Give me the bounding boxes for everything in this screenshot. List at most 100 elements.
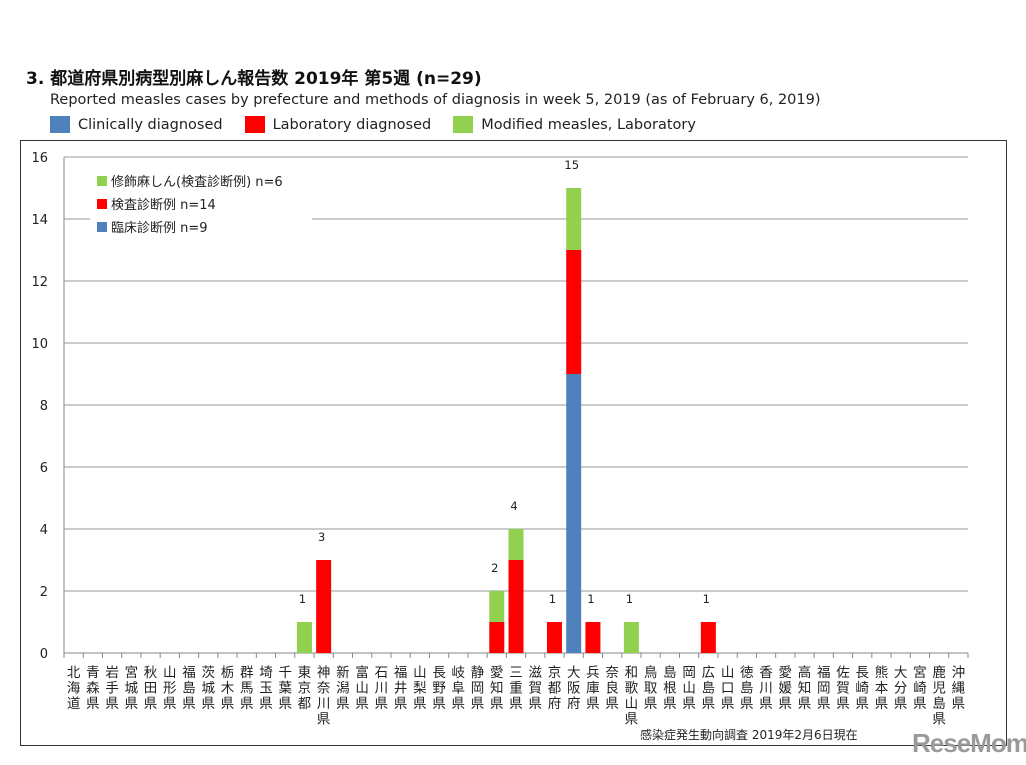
x-tick-label: 京 [298, 681, 312, 697]
x-tick-label: 島 [932, 696, 946, 712]
x-tick-label: 県 [682, 696, 696, 712]
x-tick-label: 県 [452, 696, 466, 712]
bar-segment [316, 560, 332, 653]
x-tick-label: 山 [721, 665, 735, 681]
bar-segment [566, 250, 582, 374]
x-tick-label: 北 [67, 665, 81, 681]
x-tick-label: 高 [798, 664, 812, 681]
x-tick-label: 県 [855, 696, 869, 712]
x-tick-label: 山 [413, 665, 427, 681]
x-tick-label: 県 [375, 696, 389, 712]
legend-swatch [97, 199, 107, 209]
x-tick-label: 秋 [144, 665, 158, 681]
legend-swatch [97, 222, 107, 232]
bar-segment [585, 622, 601, 653]
x-tick-label: 香 [759, 665, 773, 681]
x-tick-label: 歌 [625, 681, 639, 697]
watermark-logo: ReseMom [912, 728, 1026, 758]
x-tick-label: 川 [759, 681, 773, 697]
x-tick-label: 県 [240, 696, 254, 712]
x-tick-label: 県 [355, 696, 369, 712]
x-tick-label: 長 [432, 665, 446, 681]
top-legend: Clinically diagnosed Laboratory diagnose… [50, 116, 718, 133]
y-tick-label: 14 [31, 213, 48, 228]
y-tick-label: 10 [31, 337, 48, 352]
legend-laboratory: Laboratory diagnosed [244, 116, 432, 133]
x-tick-label: 井 [394, 681, 408, 697]
x-tick-label: 葉 [278, 681, 292, 697]
x-tick-label: 奈 [317, 681, 331, 697]
x-tick-label: 群 [240, 665, 254, 681]
x-tick-label: 県 [105, 696, 119, 712]
x-tick-label: 児 [932, 681, 946, 697]
x-tick-label: 山 [682, 681, 696, 697]
x-tick-label: 京 [548, 665, 562, 681]
x-tick-label: 取 [644, 681, 658, 697]
bar-segment [546, 622, 562, 653]
x-tick-label: 大 [567, 665, 581, 681]
data-label: 1 [626, 592, 633, 606]
bar-segment [566, 188, 582, 250]
legend-label: 臨床診断例 n=9 [111, 220, 208, 236]
x-tick-label: 茨 [202, 665, 216, 681]
legend-swatch [453, 116, 474, 133]
x-tick-label: 分 [894, 681, 908, 697]
x-tick-label: 阜 [452, 680, 466, 697]
x-tick-label: 島 [663, 665, 677, 681]
x-tick-label: 福 [817, 665, 831, 681]
x-tick-label: 県 [259, 696, 273, 712]
x-tick-label: 県 [221, 696, 235, 712]
data-label: 1 [703, 592, 710, 606]
x-tick-label: 島 [740, 681, 754, 697]
data-label: 15 [564, 158, 579, 172]
x-tick-label: 山 [625, 696, 639, 712]
x-tick-label: 手 [105, 681, 119, 697]
x-tick-label: 海 [67, 681, 81, 697]
legend-box [90, 168, 312, 242]
x-tick-label: 森 [86, 681, 100, 697]
x-tick-label: 口 [721, 681, 735, 697]
x-tick-label: 庫 [586, 681, 600, 697]
x-tick-label: 川 [317, 696, 331, 712]
legend-label: Laboratory diagnosed [272, 116, 432, 133]
x-tick-label: 形 [163, 681, 177, 697]
x-tick-label: 東 [298, 665, 312, 681]
x-tick-label: 静 [471, 665, 485, 681]
x-tick-label: 県 [278, 696, 292, 712]
x-tick-label: 島 [182, 681, 196, 697]
x-tick-label: 岡 [817, 681, 831, 697]
x-tick-label: 宮 [913, 665, 927, 681]
x-tick-label: 玉 [259, 681, 273, 697]
bar-segment [489, 591, 505, 622]
x-tick-label: 県 [336, 696, 350, 712]
x-tick-label: 大 [894, 665, 908, 681]
legend-clinical: Clinically diagnosed [50, 116, 223, 133]
x-tick-label: 岡 [682, 665, 696, 681]
legend-label: Clinically diagnosed [78, 116, 223, 133]
x-tick-label: 徳 [740, 665, 754, 681]
x-tick-label: 潟 [336, 681, 350, 697]
chart-subtitle: Reported measles cases by prefecture and… [50, 92, 821, 108]
x-tick-label: 馬 [240, 681, 254, 697]
x-tick-label: 県 [702, 696, 716, 712]
x-tick-label: 和 [625, 665, 639, 681]
x-tick-label: 県 [644, 696, 658, 712]
x-tick-label: 県 [663, 696, 677, 712]
x-tick-label: 山 [163, 665, 177, 681]
bar-segment [296, 622, 312, 653]
x-tick-label: 府 [567, 696, 581, 712]
x-tick-label: 城 [125, 681, 139, 697]
x-tick-label: 長 [855, 665, 869, 681]
x-tick-label: 梨 [413, 681, 427, 697]
x-tick-label: 崎 [913, 681, 927, 697]
y-tick-label: 4 [40, 523, 48, 538]
x-tick-label: 都 [548, 681, 562, 697]
x-tick-label: 木 [221, 681, 235, 697]
x-tick-label: 知 [490, 680, 504, 697]
x-tick-label: 本 [875, 681, 889, 697]
x-tick-label: 富 [355, 664, 369, 681]
bar-segment [623, 622, 639, 653]
x-tick-label: 賀 [836, 681, 850, 697]
x-tick-label: 知 [798, 680, 812, 697]
